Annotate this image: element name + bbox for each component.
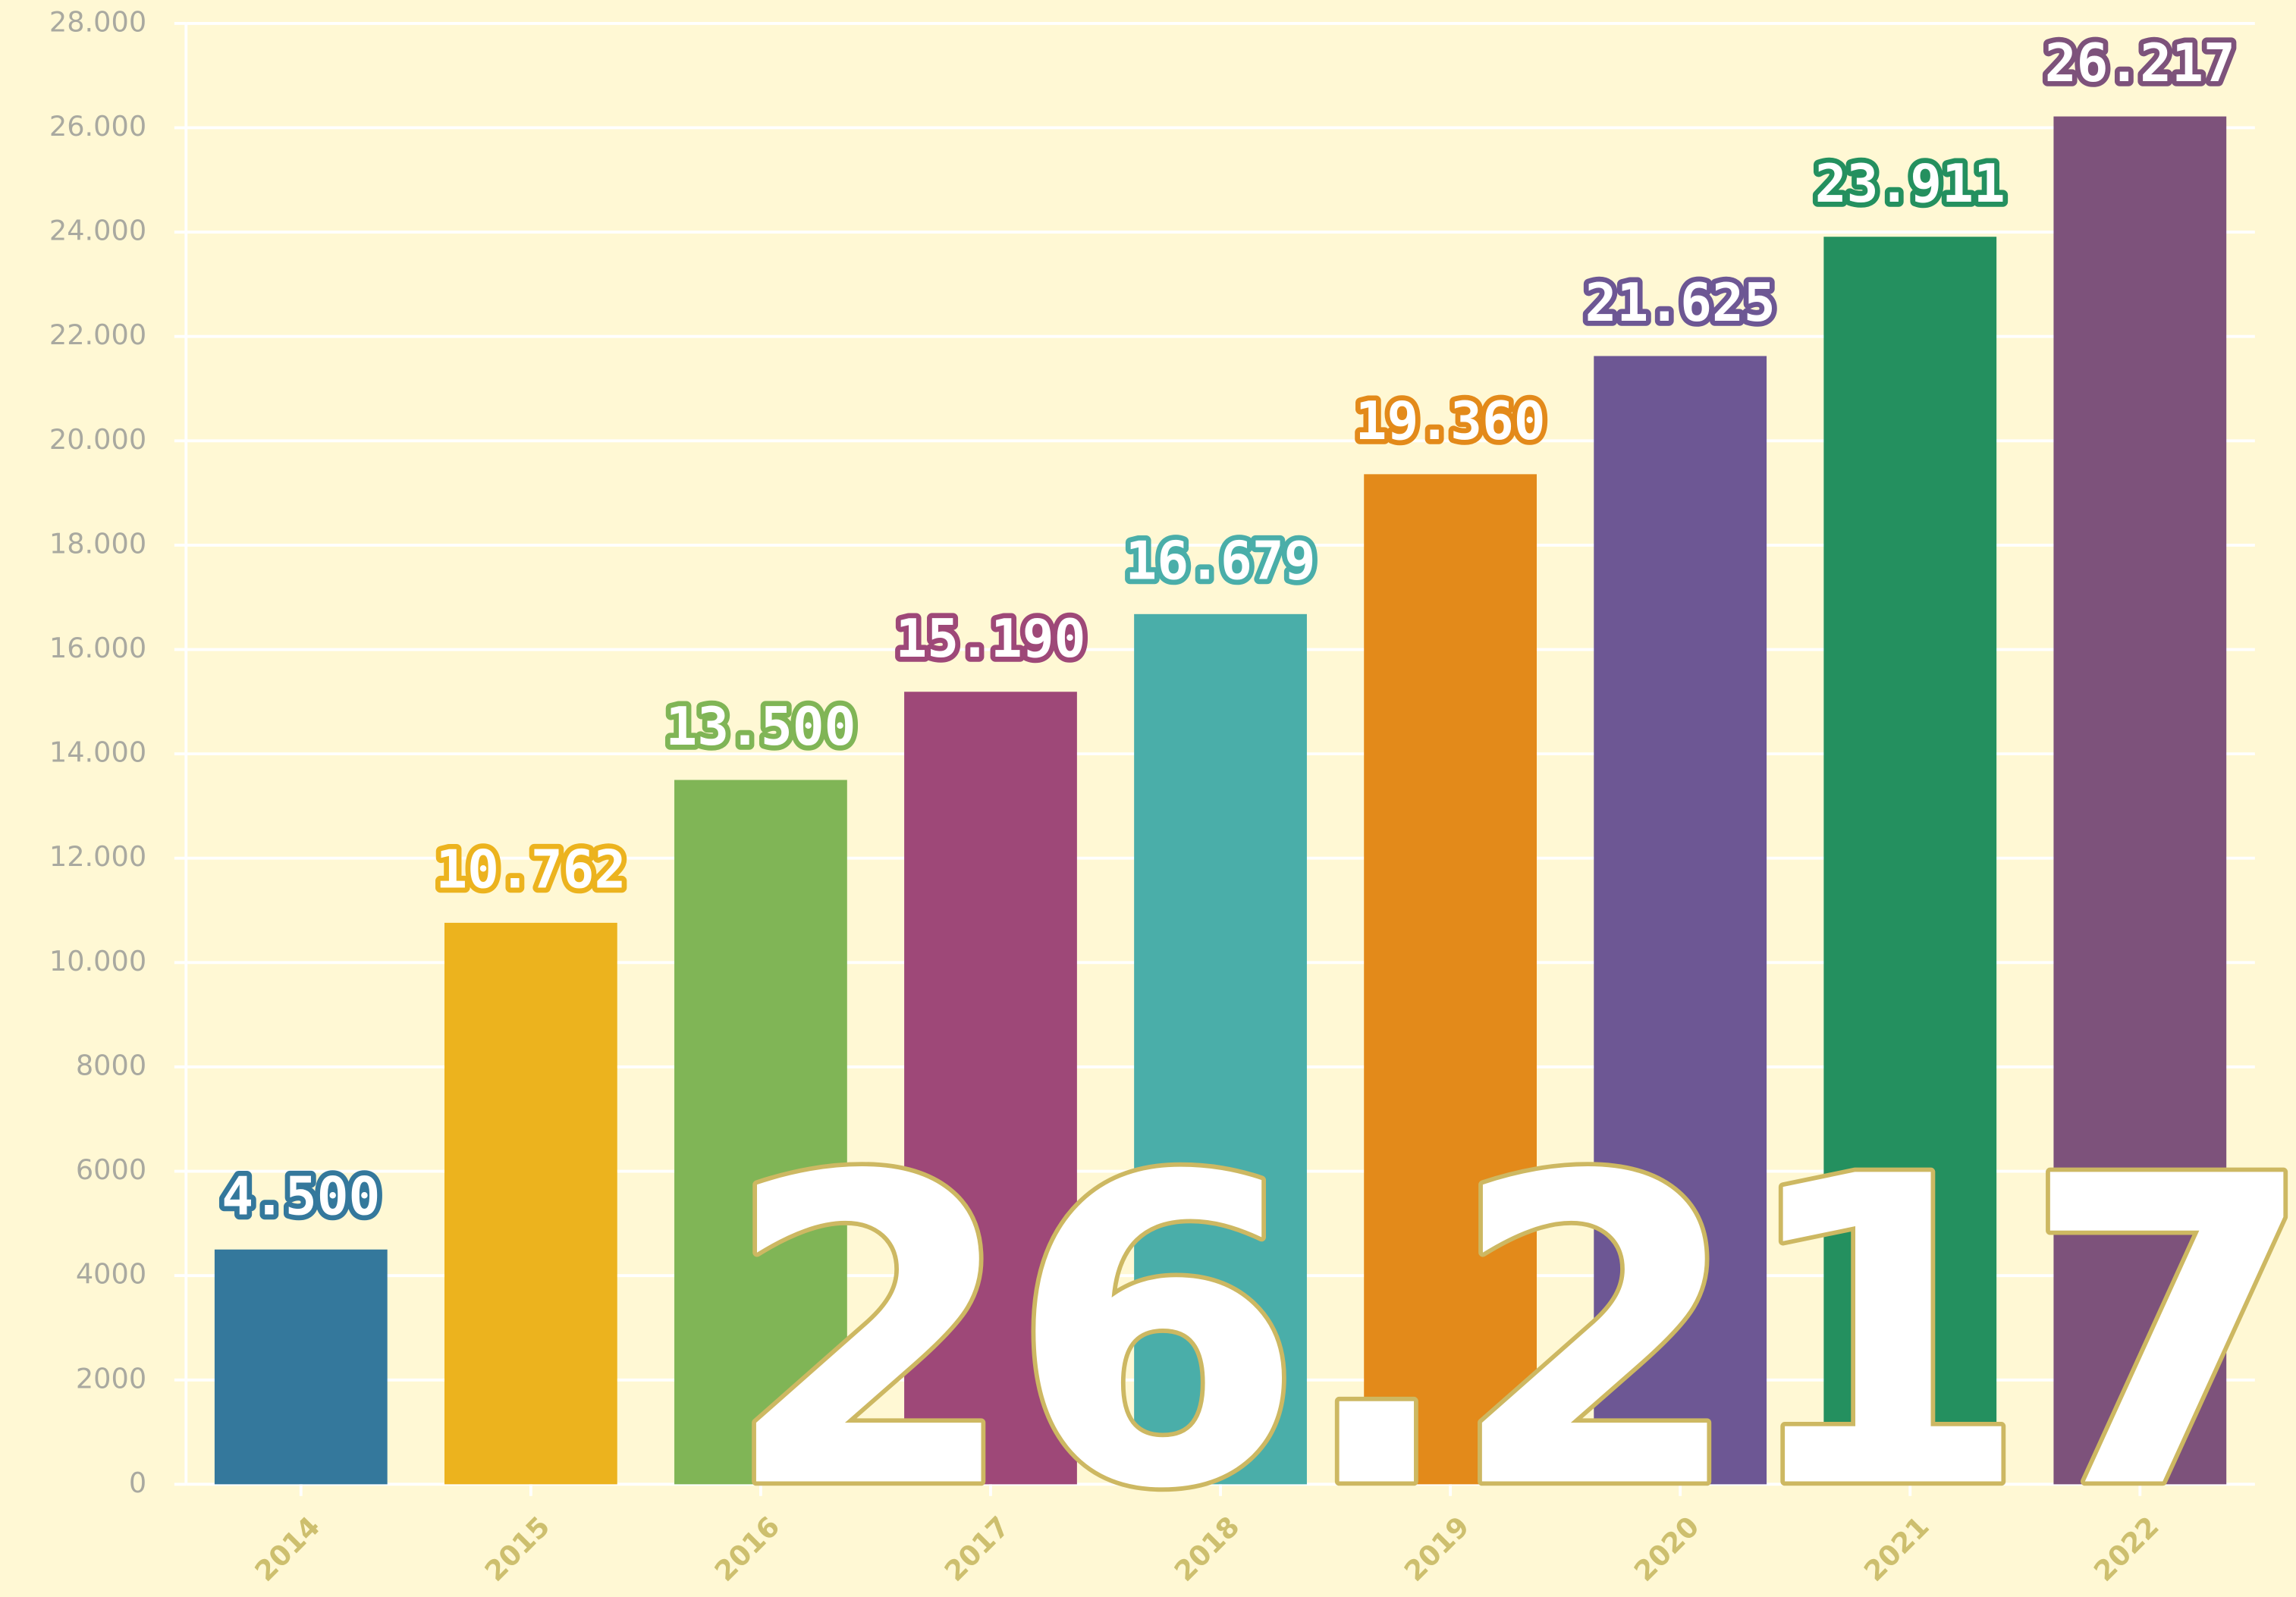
bar bbox=[1364, 474, 1537, 1485]
y-tick-label: 24.000 bbox=[49, 215, 146, 247]
y-tick-label: 12.000 bbox=[49, 840, 146, 873]
value-label: 10.762 bbox=[435, 839, 626, 901]
value-label: 4.500 bbox=[221, 1166, 380, 1227]
y-tick-label: 0 bbox=[129, 1467, 146, 1499]
y-tick-label: 2000 bbox=[76, 1362, 146, 1395]
y-tick-label: 4000 bbox=[76, 1258, 146, 1291]
y-tick-label: 6000 bbox=[76, 1153, 146, 1186]
value-label: 13.500 bbox=[665, 696, 856, 758]
y-tick-label: 26.000 bbox=[49, 110, 146, 143]
y-tick-label: 22.000 bbox=[49, 318, 146, 351]
value-label: 15.190 bbox=[895, 608, 1085, 670]
bar bbox=[674, 780, 847, 1485]
y-tick-label: 28.000 bbox=[49, 5, 146, 38]
y-tick-label: 18.000 bbox=[49, 527, 146, 560]
value-label: 16.679 bbox=[1126, 530, 1316, 591]
annotation: 26.217 bbox=[723, 1088, 2296, 1583]
value-label: 19.360 bbox=[1355, 391, 1546, 452]
bar bbox=[1134, 613, 1307, 1485]
bar bbox=[214, 1249, 388, 1485]
value-label: 23.911 bbox=[1815, 153, 2005, 215]
bar bbox=[1594, 356, 1767, 1485]
bar bbox=[2053, 116, 2227, 1485]
bar bbox=[1823, 237, 1997, 1485]
value-label: 21.625 bbox=[1585, 272, 1776, 334]
y-tick-label: 8000 bbox=[76, 1049, 146, 1081]
y-tick-label: 20.000 bbox=[49, 423, 146, 456]
value-label: 26.217 bbox=[2045, 33, 2235, 94]
bar bbox=[444, 922, 617, 1485]
y-tick-label: 10.000 bbox=[49, 945, 146, 977]
y-tick-label: 16.000 bbox=[49, 632, 146, 664]
bar bbox=[904, 692, 1077, 1485]
y-tick-label: 14.000 bbox=[49, 736, 146, 769]
